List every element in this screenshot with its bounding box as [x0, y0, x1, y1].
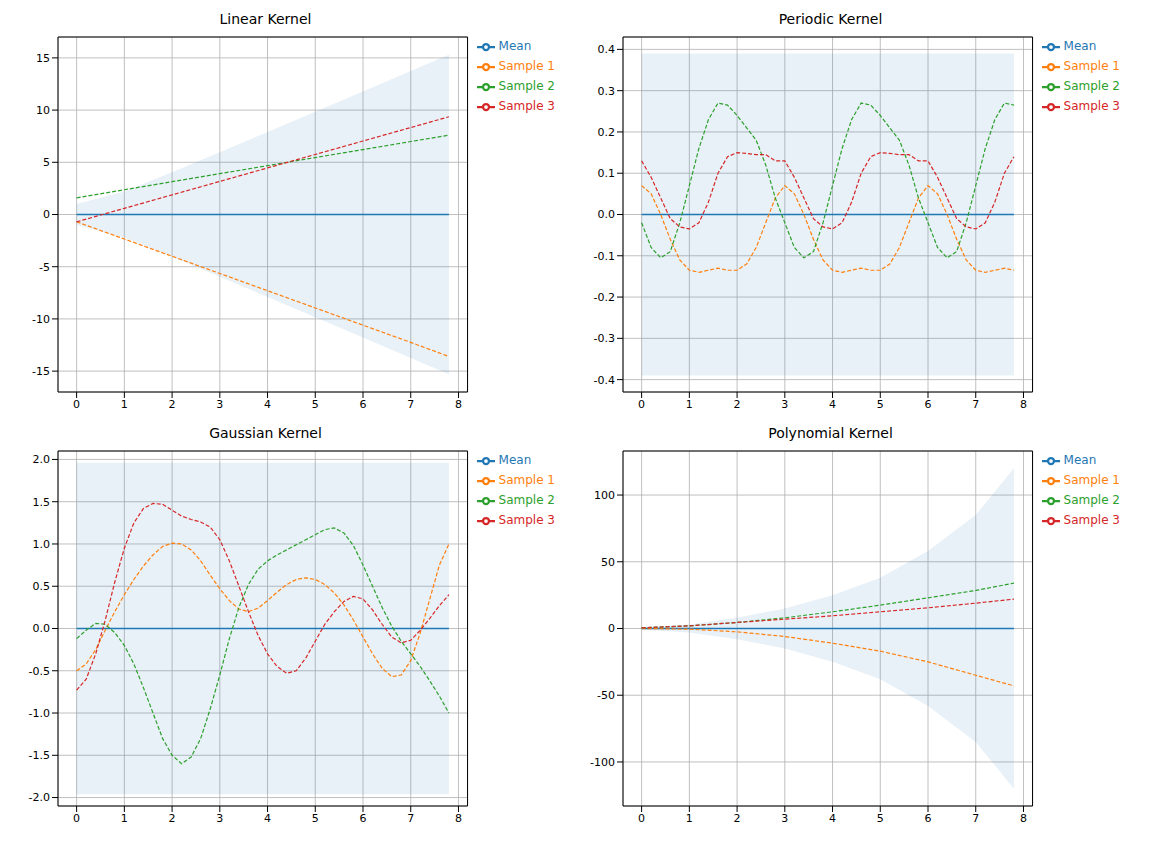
svg-text:-0.4: -0.4: [594, 374, 615, 387]
svg-text:1.5: 1.5: [33, 496, 51, 509]
svg-text:5: 5: [43, 156, 50, 169]
svg-text:3: 3: [216, 398, 223, 411]
svg-text:0.2: 0.2: [598, 126, 616, 139]
svg-text:-1.0: -1.0: [29, 707, 50, 720]
svg-text:2: 2: [734, 812, 741, 825]
html-text:Sample 1: Sample 1: [1063, 59, 1120, 73]
svg-text:6: 6: [925, 398, 932, 411]
svg-text:7: 7: [972, 812, 979, 825]
svg-text:0.0: 0.0: [33, 622, 51, 635]
svg-text:8: 8: [455, 812, 462, 825]
svg-text:7: 7: [407, 812, 414, 825]
svg-text:1: 1: [686, 812, 693, 825]
html-text:Mean: Mean: [1063, 39, 1097, 53]
svg-text:0: 0: [73, 398, 80, 411]
svg-text:2: 2: [734, 398, 741, 411]
svg-text:2.0: 2.0: [33, 453, 51, 466]
html-text:Sample 1: Sample 1: [498, 59, 555, 73]
svg-text:5: 5: [312, 812, 319, 825]
svg-text:-0.2: -0.2: [594, 291, 615, 304]
svg-text:0: 0: [43, 208, 50, 221]
svg-text:6: 6: [360, 398, 367, 411]
svg-text:4: 4: [829, 812, 836, 825]
svg-text:5: 5: [312, 398, 319, 411]
html-text:Sample 2: Sample 2: [498, 79, 555, 93]
svg-text:6: 6: [360, 812, 367, 825]
svg-text:-100: -100: [590, 756, 615, 769]
svg-text:7: 7: [407, 398, 414, 411]
svg-text:7: 7: [972, 398, 979, 411]
svg-text:0.1: 0.1: [598, 167, 616, 180]
svg-text:-5: -5: [39, 261, 50, 274]
svg-text:1.0: 1.0: [33, 538, 51, 551]
html-text:Gaussian Kernel: Gaussian Kernel: [209, 425, 322, 441]
svg-text:5: 5: [877, 398, 884, 411]
svg-text:0.4: 0.4: [598, 43, 616, 56]
svg-text:8: 8: [1020, 398, 1027, 411]
svg-text:-50: -50: [597, 689, 615, 702]
svg-text:2: 2: [169, 398, 176, 411]
svg-text:-15: -15: [32, 365, 50, 378]
html-text:Mean: Mean: [498, 39, 532, 53]
html-text:Mean: Mean: [1063, 453, 1097, 467]
svg-text:2: 2: [169, 812, 176, 825]
svg-text:-1.5: -1.5: [29, 749, 50, 762]
svg-text:1: 1: [686, 398, 693, 411]
svg-text:0: 0: [638, 398, 645, 411]
svg-text:1: 1: [121, 812, 128, 825]
svg-text:3: 3: [216, 812, 223, 825]
svg-text:1: 1: [121, 398, 128, 411]
svg-text:0.3: 0.3: [598, 85, 616, 98]
svg-text:100: 100: [594, 489, 615, 502]
svg-text:10: 10: [36, 104, 50, 117]
svg-text:-0.5: -0.5: [29, 665, 50, 678]
svg-text:8: 8: [1020, 812, 1027, 825]
svg-text:0.5: 0.5: [33, 580, 51, 593]
html-text:Sample 3: Sample 3: [498, 513, 555, 527]
svg-text:3: 3: [781, 398, 788, 411]
svg-text:-0.1: -0.1: [594, 250, 615, 263]
svg-text:0: 0: [73, 812, 80, 825]
svg-text:50: 50: [601, 556, 615, 569]
svg-text:4: 4: [264, 812, 271, 825]
svg-text:4: 4: [829, 398, 836, 411]
svg-text:0: 0: [638, 812, 645, 825]
svg-text:0: 0: [608, 622, 615, 635]
svg-text:15: 15: [36, 52, 50, 65]
svg-text:0.0: 0.0: [598, 208, 616, 221]
html-text:Mean: Mean: [498, 453, 532, 467]
html-text:Sample 3: Sample 3: [498, 99, 555, 113]
html-text:Sample 1: Sample 1: [498, 473, 555, 487]
html-text:Linear Kernel: Linear Kernel: [219, 11, 312, 27]
html-text:Sample 3: Sample 3: [1063, 513, 1120, 527]
svg-text:-10: -10: [32, 313, 50, 326]
svg-text:5: 5: [877, 812, 884, 825]
html-text:Sample 2: Sample 2: [498, 493, 555, 507]
html-text:Sample 1: Sample 1: [1063, 473, 1120, 487]
svg-text:3: 3: [781, 812, 788, 825]
html-text:Sample 3: Sample 3: [1063, 99, 1120, 113]
svg-text:-0.3: -0.3: [594, 332, 615, 345]
html-text:Sample 2: Sample 2: [1063, 79, 1120, 93]
svg-text:4: 4: [264, 398, 271, 411]
svg-text:6: 6: [925, 812, 932, 825]
svg-text:-2.0: -2.0: [29, 791, 50, 804]
html-text:Periodic Kernel: Periodic Kernel: [778, 11, 883, 27]
svg-text:8: 8: [455, 398, 462, 411]
html-text:Sample 2: Sample 2: [1063, 493, 1120, 507]
html-text:Polynomial Kernel: Polynomial Kernel: [768, 425, 893, 441]
